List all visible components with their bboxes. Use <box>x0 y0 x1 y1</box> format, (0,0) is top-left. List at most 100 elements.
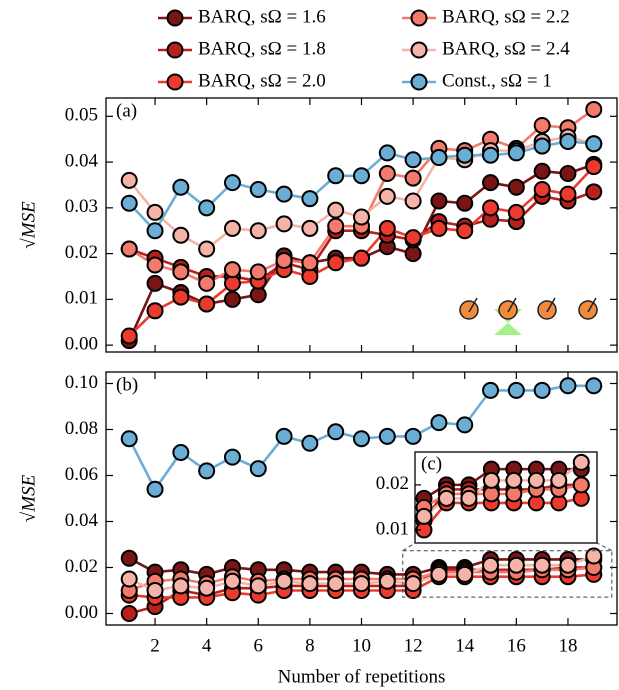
data-point <box>275 215 293 233</box>
data-point <box>282 504 297 519</box>
data-point <box>120 171 138 189</box>
data-point <box>430 192 448 210</box>
x-axis-label: Number of repetitions <box>278 666 446 687</box>
y-tick-label: 0.04 <box>65 150 99 171</box>
data-point <box>378 165 396 183</box>
data-point <box>327 201 345 219</box>
data-point <box>146 480 164 498</box>
data-point <box>507 556 525 574</box>
data-point <box>353 208 370 226</box>
data-point <box>249 181 267 199</box>
data-point <box>259 527 274 542</box>
data-point <box>404 575 422 593</box>
data-point <box>572 453 590 471</box>
data-point <box>585 158 603 176</box>
data-point <box>301 190 319 208</box>
data-point <box>437 489 455 507</box>
data-point <box>404 151 422 169</box>
y-tick-label: 0.06 <box>65 464 98 485</box>
data-point <box>214 500 229 515</box>
data-point <box>559 185 577 203</box>
data-point <box>585 547 603 565</box>
data-point <box>301 219 319 237</box>
legend-label: BARQ, sΩ = 2.4 <box>442 38 570 59</box>
data-point <box>394 500 409 515</box>
legend-label: BARQ, sΩ = 1.8 <box>198 38 326 59</box>
data-point <box>327 513 342 528</box>
data-point <box>430 219 448 237</box>
y-tick-label: 0.00 <box>65 333 98 354</box>
data-point <box>533 137 551 155</box>
data-point <box>223 219 241 237</box>
data-point <box>214 482 229 497</box>
plot-layer: 0.00 0.01 0.02 0.03 0.04 0.05 (a) √MSE 0.00 0.02 0… <box>18 6 618 687</box>
data-point <box>249 222 267 240</box>
data-point <box>353 430 370 448</box>
y-tick-label: 0.02 <box>65 242 98 263</box>
data-point <box>237 491 252 506</box>
data-point <box>327 575 345 593</box>
legend-marker <box>166 41 184 59</box>
data-point <box>198 199 216 217</box>
data-point <box>146 203 164 221</box>
data-point <box>304 513 319 528</box>
data-point <box>482 556 500 574</box>
data-point <box>192 522 207 537</box>
data-point <box>585 135 603 153</box>
data-point <box>559 165 577 183</box>
axes-frame <box>105 371 618 626</box>
data-point <box>349 509 364 524</box>
data-point <box>304 500 319 515</box>
x-tick-label: 6 <box>254 635 264 656</box>
data-point <box>172 577 190 595</box>
data-point <box>214 513 229 528</box>
data-point <box>223 572 241 590</box>
legend-marker <box>410 41 428 59</box>
data-point <box>456 416 474 434</box>
data-point <box>533 181 551 199</box>
data-point <box>456 194 474 212</box>
data-point <box>223 290 241 308</box>
legend-marker <box>410 9 428 27</box>
data-point <box>304 482 319 497</box>
data-point <box>327 217 345 235</box>
data-point <box>394 504 409 519</box>
data-point <box>301 254 319 272</box>
data-point <box>172 263 190 281</box>
y-tick-label: 0.05 <box>65 105 98 126</box>
x-tick-label: 16 <box>507 635 526 656</box>
data-point <box>282 284 297 299</box>
data-point <box>282 513 297 528</box>
data-point <box>378 572 396 590</box>
data-point <box>353 249 370 267</box>
y-tick-label: 0.10 <box>65 372 98 393</box>
inset-frame <box>414 451 598 544</box>
panel-label: (a) <box>116 100 137 121</box>
data-point <box>214 536 229 551</box>
data-point <box>249 577 267 595</box>
inset-label: (c) <box>421 453 442 474</box>
data-point <box>349 500 364 515</box>
data-point <box>169 500 184 515</box>
data-point <box>192 504 207 519</box>
data-point <box>304 504 319 519</box>
data-point <box>482 146 500 164</box>
data-point <box>237 531 252 546</box>
data-point <box>146 582 164 599</box>
x-tick-label: 2 <box>150 635 160 656</box>
data-point <box>192 536 207 551</box>
data-point <box>507 178 525 196</box>
data-point <box>349 513 364 528</box>
data-point <box>223 261 241 279</box>
data-point <box>301 434 319 452</box>
data-point <box>249 460 267 478</box>
data-point <box>304 522 319 537</box>
legend-marker <box>410 73 428 91</box>
data-point <box>550 471 568 489</box>
data-point <box>533 162 551 180</box>
x-tick-label: 10 <box>352 635 371 656</box>
x-tick-label: 18 <box>558 635 577 656</box>
data-point <box>378 144 396 162</box>
legend-label: BARQ, sΩ = 2.0 <box>198 70 326 91</box>
